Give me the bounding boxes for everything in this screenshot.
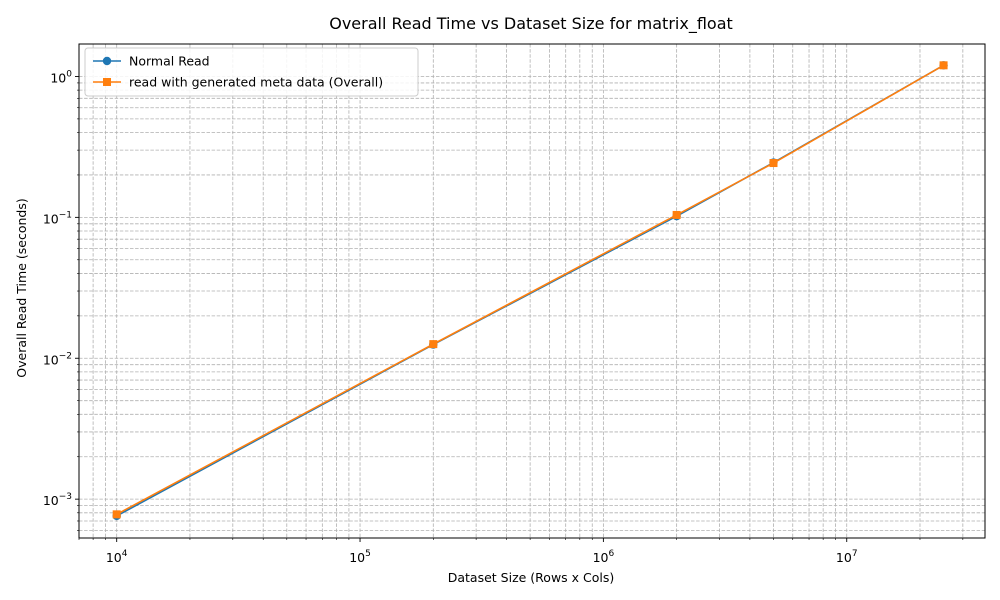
legend-label: Normal Read [129,54,210,69]
legend: Normal Read read with generated meta data… [84,47,419,97]
grid [78,44,985,538]
data-point-square [112,510,121,519]
series-layer [112,61,948,521]
y-tick-label: 10−2 [43,351,72,367]
legend-entry: read with generated meta data (Overall) [93,75,383,90]
axis-ticks: 104 105 106 107 10−3 10−2 10−1 100 [43,69,964,565]
legend-marker-circle [102,56,112,66]
y-tick-label: 10−1 [43,210,72,226]
data-point-square [429,340,438,349]
legend-box [84,47,419,97]
chart-title: Overall Read Time vs Dataset Size for ma… [329,14,733,34]
legend-label: read with generated meta data (Overall) [129,75,383,90]
y-axis-label: Overall Read Time (seconds) [14,198,29,377]
data-point-square [672,210,681,219]
legend-marker-square [103,78,111,86]
x-tick-label: 107 [836,549,858,565]
x-tick-label: 104 [106,549,128,565]
x-tick-label: 106 [593,549,615,565]
data-point-square [939,61,948,70]
legend-entry: Normal Read [93,54,210,69]
x-axis-label: Dataset Size (Rows x Cols) [448,570,615,585]
y-tick-label: 10−3 [43,492,72,508]
data-point-square [769,159,778,168]
y-tick-label: 100 [50,69,72,85]
x-tick-label: 105 [349,549,371,565]
series-1 [112,61,948,519]
